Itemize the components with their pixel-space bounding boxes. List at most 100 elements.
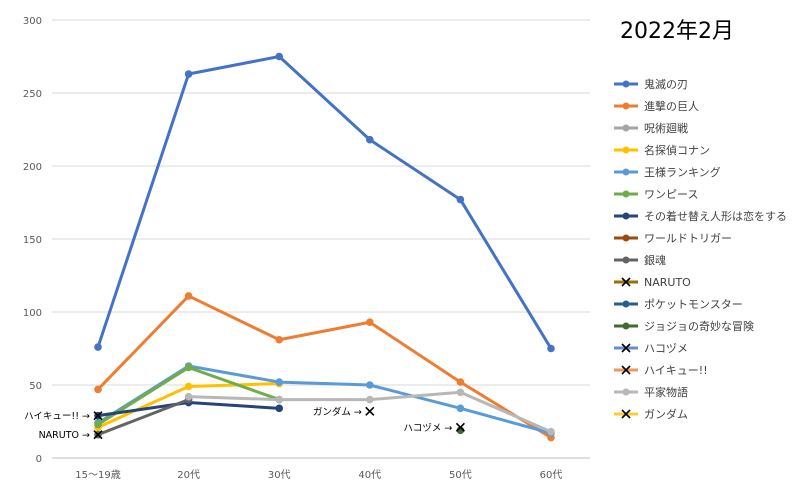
x-tick-label: 15〜19歳 [75, 469, 120, 481]
legend-label: ワンピース [644, 188, 698, 201]
series-line [96, 55, 553, 350]
marker-x [621, 365, 631, 375]
legend-label: 呪術廻戦 [644, 122, 688, 135]
legend-label: 王様ランキング [644, 165, 721, 179]
legend-item: 王様ランキング [614, 165, 721, 179]
x-tick-label: 40代 [358, 469, 381, 481]
legend-marker [622, 212, 630, 220]
legend-marker [622, 124, 630, 132]
series-lines [93, 52, 555, 442]
data-point [94, 385, 102, 394]
legend-marker [622, 388, 630, 396]
legend-item: ジョジョの奇妙な冒険 [614, 319, 754, 333]
legend-label: その着せ替え人形は恋をする [644, 209, 787, 223]
data-point [275, 378, 284, 386]
marker-x [621, 409, 631, 419]
series-ハイキュー!! [93, 411, 103, 421]
x-tick-label: 50代 [449, 469, 472, 481]
y-tick-label: 50 [29, 381, 42, 392]
y-tick-label: 300 [23, 16, 42, 27]
marker-x [455, 422, 465, 432]
legend-item: 呪術廻戦 [614, 122, 688, 135]
series-平家物語 [184, 388, 555, 436]
legend-label: 平家物語 [644, 385, 688, 399]
data-point [366, 135, 374, 144]
legend-item: ワンピース [614, 188, 698, 201]
legend-item: ガンダム [614, 407, 688, 421]
annotation-label: NARUTO → [39, 430, 90, 441]
y-tick-label: 100 [23, 308, 42, 319]
legend-label: 進撃の巨人 [644, 99, 699, 113]
data-point [456, 388, 465, 397]
marker-x [93, 411, 103, 421]
x-tick-label: 20代 [177, 469, 200, 481]
legend-label: 銀魂 [644, 253, 666, 267]
legend-marker [622, 300, 630, 308]
y-tick-label: 150 [23, 235, 42, 246]
annotations: ハイキュー!! → NARUTO → ガンダム → ハコヅメ → [24, 406, 452, 441]
legend-marker [622, 322, 630, 330]
annotation-label: ハイキュー!! → [24, 411, 90, 422]
data-point [275, 335, 284, 344]
data-point [275, 52, 284, 61]
legend-item: ポケットモンスター [614, 298, 743, 311]
legend-item: ハイキュー!! [614, 364, 708, 377]
legend-item: その着せ替え人形は恋をする [614, 209, 787, 223]
y-axis: 0 50 100 150 200 250 300 [23, 16, 42, 465]
legend-label: NARUTO [644, 276, 691, 289]
legend-marker [622, 102, 630, 110]
chart-title: 2022年2月 [620, 19, 734, 44]
legend-label: ジョジョの奇妙な冒険 [644, 319, 754, 333]
marker-x [621, 343, 631, 353]
legend-item: 鬼滅の刃 [614, 77, 688, 91]
series-進撃の巨人 [94, 292, 555, 442]
annotation-label: ハコヅメ → [403, 423, 452, 434]
legend-item: 銀魂 [614, 253, 666, 267]
series-NARUTO [93, 430, 103, 440]
x-tick-label: 60代 [540, 469, 563, 481]
marker-x [93, 430, 103, 440]
legend-label: 名探偵コナン [644, 143, 710, 157]
legend-marker [622, 168, 630, 176]
legend-label: 鬼滅の刃 [644, 77, 688, 91]
data-point [275, 395, 284, 404]
series-line [96, 294, 553, 440]
legend: 鬼滅の刃進撃の巨人呪術廻戦名探偵コナン王様ランキングワンピースその着せ替え人形は… [614, 77, 787, 421]
legend-marker [622, 234, 630, 242]
marker-x [621, 277, 631, 287]
data-point [184, 70, 193, 78]
legend-label: ガンダム [644, 407, 688, 421]
legend-item: 名探偵コナン [614, 143, 710, 157]
data-point [184, 392, 193, 401]
legend-marker [622, 190, 630, 198]
series-line [96, 398, 191, 437]
legend-label: ワールドトリガー [644, 232, 732, 245]
data-point [94, 343, 102, 351]
data-point [184, 363, 193, 372]
legend-label: ポケットモンスター [644, 298, 743, 311]
data-point [94, 420, 102, 429]
data-point [184, 382, 193, 391]
data-point [547, 427, 555, 436]
y-tick-label: 250 [23, 89, 42, 100]
legend-marker [622, 80, 630, 88]
data-point [366, 381, 374, 389]
series-ガンダム [365, 406, 375, 416]
legend-label: ハコヅメ [644, 342, 688, 355]
x-axis: 15〜19歳 20代 30代 40代 50代 60代 [75, 469, 562, 481]
legend-label: ハイキュー!! [644, 364, 708, 377]
legend-item: 進撃の巨人 [614, 99, 699, 113]
y-tick-label: 200 [23, 162, 42, 173]
marker-x [365, 406, 375, 416]
series-ハコヅメ [455, 422, 465, 432]
legend-item: 平家物語 [614, 385, 688, 399]
annotation-label: ガンダム → [313, 406, 362, 418]
legend-item: NARUTO [614, 276, 691, 289]
data-point [456, 404, 465, 413]
data-point [184, 292, 193, 300]
legend-marker [622, 256, 630, 264]
legend-marker [622, 146, 630, 154]
series-鬼滅の刃 [94, 52, 555, 353]
legend-item: ハコヅメ [614, 342, 688, 355]
